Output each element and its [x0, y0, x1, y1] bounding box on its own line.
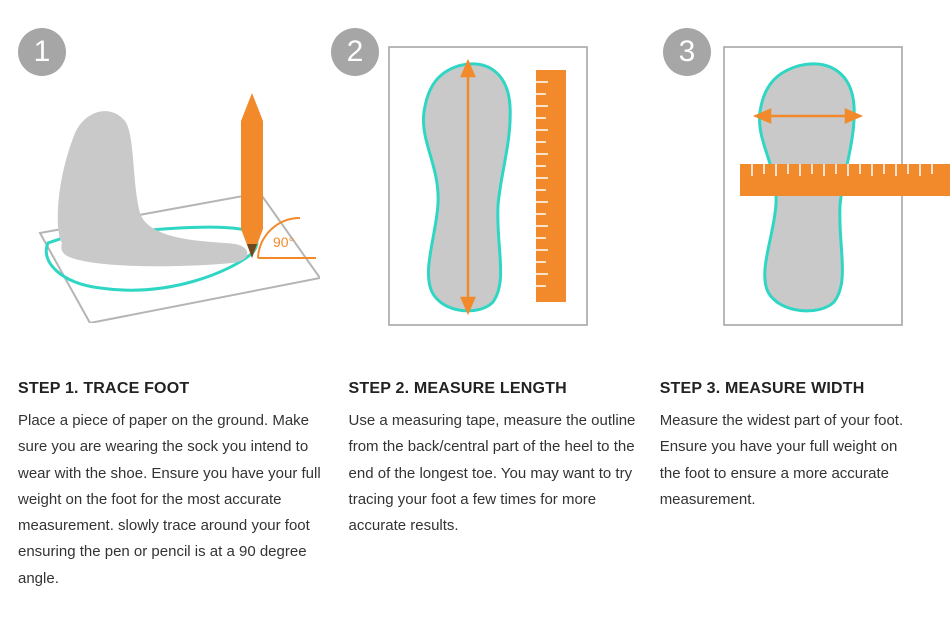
step-2-body: Use a measuring tape, measure the outlin…	[349, 408, 640, 539]
illustration-measure-length	[388, 46, 588, 326]
illustration-trace-foot: 90°	[0, 63, 320, 323]
ruler-horizontal-icon	[740, 164, 950, 196]
angle-label: 90°	[273, 234, 294, 250]
step-3-title: STEP 3. MEASURE WIDTH	[660, 380, 912, 398]
step-3-text: STEP 3. MEASURE WIDTH Measure the widest…	[660, 380, 932, 592]
ruler-vertical-icon	[536, 70, 566, 302]
step-2-text: STEP 2. MEASURE LENGTH Use a measuring t…	[349, 380, 660, 592]
step-2-title: STEP 2. MEASURE LENGTH	[349, 380, 640, 398]
step-1-title: STEP 1. TRACE FOOT	[18, 380, 329, 398]
step-1-body: Place a piece of paper on the ground. Ma…	[18, 408, 329, 592]
illustration-measure-width	[718, 46, 950, 326]
pencil-icon	[241, 93, 263, 258]
text-row: STEP 1. TRACE FOOT Place a piece of pape…	[18, 380, 932, 592]
step-number-2: 2	[347, 35, 364, 69]
step-3-body: Measure the widest part of your foot. En…	[660, 408, 912, 513]
illustration-row: 1 90° 2	[0, 28, 950, 338]
foot-side	[58, 111, 248, 266]
step-1-text: STEP 1. TRACE FOOT Place a piece of pape…	[18, 380, 349, 592]
step-number-3: 3	[679, 35, 696, 69]
step-badge-2: 2	[331, 28, 379, 76]
step-badge-3: 3	[663, 28, 711, 76]
